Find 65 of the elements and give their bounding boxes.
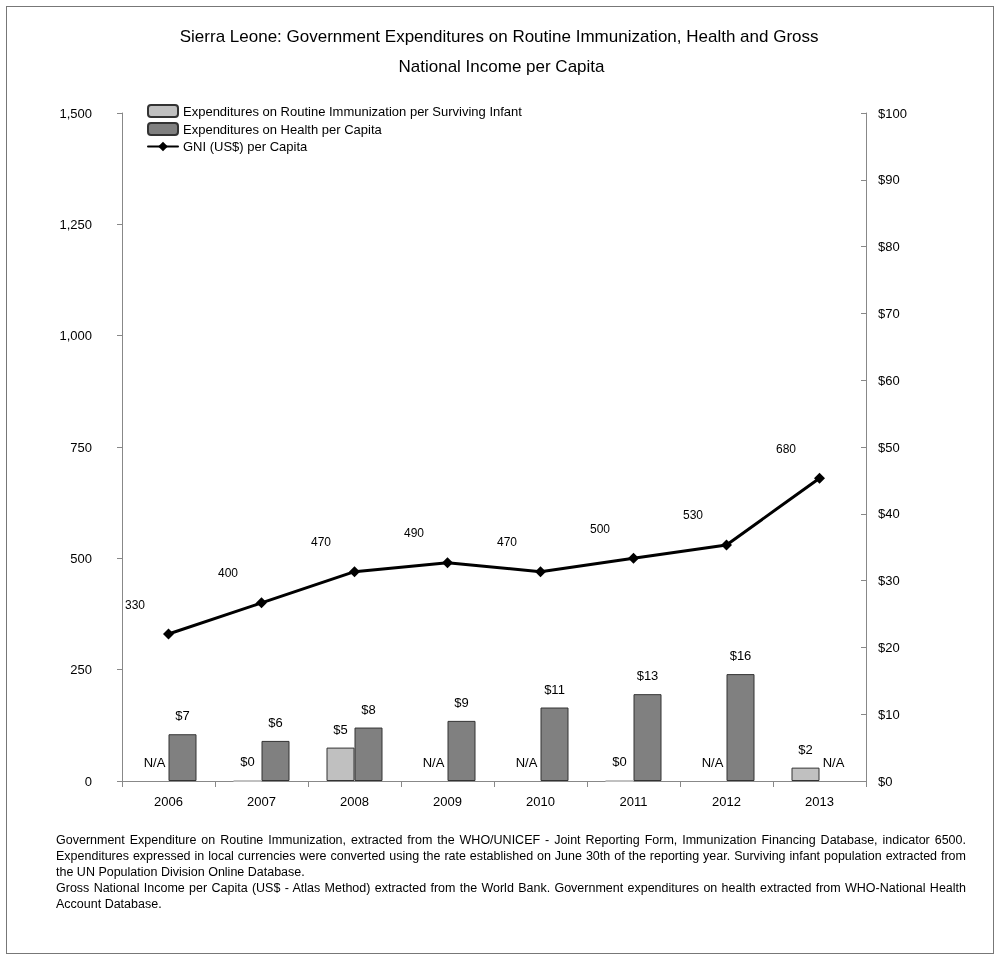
y-tick-label: 500 bbox=[70, 550, 92, 566]
y2-tick-label: $60 bbox=[878, 372, 900, 388]
data-label: 470 bbox=[311, 535, 332, 550]
chart-title: Sierra Leone: Government Expenditures on Routine Immunization, Health and Gross National Income per Capita bbox=[179, 26, 824, 76]
bar bbox=[791, 767, 820, 781]
text: Gross National Income per Capita (US$ - Atlas Method) extracted from the World Bank. Government expenditures on health extracted from WHO-National Health Account Database. bbox=[56, 880, 966, 912]
data-label: 490 bbox=[404, 526, 425, 541]
legend-label: Expenditures on Health per Capita bbox=[183, 121, 383, 137]
x-tick-label: 2009 bbox=[433, 794, 462, 809]
y2-tick-label: $50 bbox=[878, 439, 900, 455]
x-tick-label: 2013 bbox=[805, 794, 834, 809]
y2-tick-label: $10 bbox=[878, 706, 900, 722]
y2-tick-label: $90 bbox=[878, 172, 900, 188]
x-tick-label: 2012 bbox=[712, 794, 741, 809]
point bbox=[256, 597, 267, 609]
data-label: $7 bbox=[175, 708, 190, 724]
text: N/A bbox=[143, 755, 166, 770]
point bbox=[442, 557, 453, 569]
text: N/A bbox=[515, 755, 538, 770]
y-tick-label: 250 bbox=[70, 662, 92, 678]
y-tick-label: 1,000 bbox=[59, 328, 92, 344]
x-tick-label: 2007 bbox=[247, 794, 276, 809]
y2-tick-label: $30 bbox=[878, 573, 900, 589]
point bbox=[349, 566, 360, 578]
y-tick-label: 0 bbox=[84, 773, 92, 789]
data-label: $9 bbox=[454, 694, 469, 710]
data-label: $11 bbox=[544, 681, 565, 697]
data-label: 530 bbox=[683, 508, 704, 523]
data-label: 680 bbox=[776, 441, 797, 456]
y-tick-label: 1,500 bbox=[59, 105, 92, 121]
data-label: $6 bbox=[268, 714, 283, 730]
text: Government Expenditure on Routine Immunization, extracted from the WHO/UNICEF - Joint Reporting Form, Immunization Financing Database, indicator 6500. Expenditures expressed in local currencies were converted using the rate established on June 30th of the reporting year. Surviving infant population extracted from the UN Population Division Online Database. bbox=[56, 832, 966, 880]
y2-tick-label: $0 bbox=[878, 773, 893, 789]
y2-tick-label: $20 bbox=[878, 639, 900, 655]
point bbox=[721, 539, 732, 551]
point bbox=[628, 552, 639, 564]
text: N/A bbox=[822, 755, 845, 770]
data-label: $0 bbox=[240, 754, 255, 769]
data-label: $2 bbox=[798, 741, 813, 757]
text: N/A bbox=[422, 755, 445, 770]
text: N/A bbox=[701, 755, 724, 770]
x-tick-label: 2008 bbox=[340, 794, 369, 809]
legend-label: Expenditures on Routine Immunization per Surviving Infant bbox=[183, 103, 523, 119]
y2-tick-label: $100 bbox=[878, 105, 907, 121]
y2-tick-label: $40 bbox=[878, 506, 900, 522]
point bbox=[163, 628, 174, 640]
data-label: 330 bbox=[125, 597, 146, 612]
point bbox=[814, 472, 825, 484]
data-label: 470 bbox=[497, 535, 518, 550]
data-label: $16 bbox=[729, 648, 752, 664]
legend-label: GNI (US$) per Capita bbox=[183, 139, 309, 154]
x-tick-label: 2011 bbox=[619, 794, 648, 809]
y2-tick-label: $80 bbox=[878, 239, 900, 255]
data-label: $0 bbox=[612, 754, 627, 769]
data-label: $13 bbox=[636, 668, 659, 684]
data-label: 500 bbox=[590, 521, 611, 536]
point bbox=[535, 566, 546, 578]
data-label: $8 bbox=[361, 701, 376, 717]
y-tick-label: 750 bbox=[70, 439, 92, 455]
y2-tick-label: $70 bbox=[878, 305, 900, 321]
x-tick-label: 2006 bbox=[154, 794, 183, 809]
x-tick-label: 2010 bbox=[526, 794, 555, 809]
data-label: $5 bbox=[333, 721, 348, 737]
y-tick-label: 1,250 bbox=[59, 216, 92, 232]
data-label: 400 bbox=[218, 566, 239, 581]
